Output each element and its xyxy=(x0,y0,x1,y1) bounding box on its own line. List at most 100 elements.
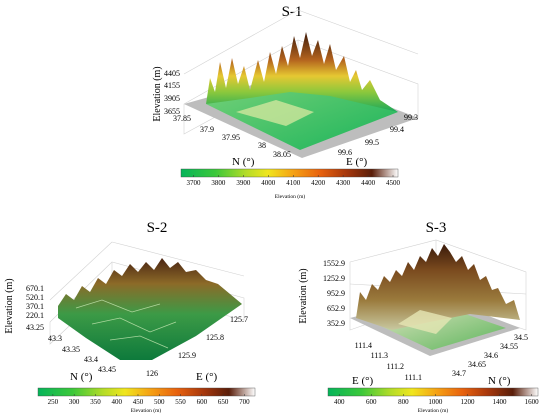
terrain-peaks xyxy=(356,244,520,330)
colorbar-tick-label: 650 xyxy=(218,398,229,406)
n-axis: 37.85 37.9 37.95 38 38.05 xyxy=(173,114,291,159)
n-axis: 34.5 34.55 34.6 34.65 34.7 xyxy=(452,333,528,378)
e-tick: 111.2 xyxy=(387,362,404,371)
e-axis-label: E (°) xyxy=(352,375,374,387)
colorbar-tick-label: 4400 xyxy=(361,179,376,187)
colorbar-tick-label: 600 xyxy=(366,398,377,406)
e-axis: 111.4 111.3 111.2 111.1 xyxy=(355,341,422,382)
z-tick: 370.1 xyxy=(26,302,44,311)
e-tick: 125.8 xyxy=(206,333,224,342)
e-tick: 99.5 xyxy=(365,138,379,147)
colorbar-label: Elevation (m) xyxy=(275,193,306,200)
panel-title: S-2 xyxy=(147,220,168,236)
colorbar-ticks: 250 300 350 400 450 500 550 600 650 700 xyxy=(48,394,250,406)
terrain-gorge xyxy=(398,310,452,334)
colorbar-tick-label: 1400 xyxy=(493,398,508,406)
z-axis: 670.1 520.1 370.1 220.1 xyxy=(26,284,44,320)
z-axis: 4405 4155 3905 3655 xyxy=(164,69,180,116)
n-tick: 38 xyxy=(258,141,266,150)
colorbar-tick-label: 350 xyxy=(90,398,101,406)
z-axis-label: Elevation (m) xyxy=(152,66,163,121)
e-axis-label: E (°) xyxy=(196,371,218,383)
n-tick: 43.3 xyxy=(48,334,62,343)
colorbar xyxy=(37,387,256,397)
colorbar-ticks: 400 600 800 1000 1200 1400 1600 xyxy=(334,394,539,406)
n-tick: 43.45 xyxy=(98,365,116,374)
e-tick: 111.1 xyxy=(405,373,422,382)
colorbar xyxy=(327,387,539,397)
n-tick: 37.95 xyxy=(222,133,240,142)
colorbar-tick-label: 550 xyxy=(175,398,186,406)
z-tick: 520.1 xyxy=(26,293,44,302)
colorbar-tick-label: 1000 xyxy=(428,398,443,406)
e-axis: 125.7 125.8 125.9 126 xyxy=(146,315,248,378)
e-tick: 126 xyxy=(146,369,158,378)
colorbar-tick-label: 800 xyxy=(398,398,409,406)
z-tick: 4155 xyxy=(164,81,180,90)
e-tick: 99.3 xyxy=(404,113,418,122)
z-axis-label: Elevation (m) xyxy=(4,278,15,333)
n-tick: 43.25 xyxy=(26,323,44,332)
z-tick: 952.9 xyxy=(327,289,345,298)
n-tick: 34.5 xyxy=(514,333,528,342)
colorbar-tick-label: 1600 xyxy=(525,398,540,406)
colorbar-tick-label: 4300 xyxy=(336,179,351,187)
colorbar-tick-label: 500 xyxy=(154,398,165,406)
e-tick: 99.4 xyxy=(390,125,404,134)
panel-s3: S-3 1552.9 1252.9 952.9 652.9 352.9 Elev… xyxy=(298,220,539,414)
colorbar-tick-label: 300 xyxy=(69,398,80,406)
z-tick: 3905 xyxy=(164,94,180,103)
colorbar-tick-label: 4100 xyxy=(286,179,301,187)
colorbar-tick-label: 3800 xyxy=(211,179,226,187)
e-tick: 99.6 xyxy=(338,148,352,157)
n-tick: 43.35 xyxy=(62,345,80,354)
z-tick: 4405 xyxy=(164,69,180,78)
z-tick: 670.1 xyxy=(26,284,44,293)
panel-title: S-3 xyxy=(426,220,447,236)
axis-box xyxy=(49,241,245,345)
z-tick: 3655 xyxy=(164,107,180,116)
e-tick: 125.9 xyxy=(178,351,196,360)
n-axis-label: N (°) xyxy=(70,371,93,383)
colorbar-tick-label: 450 xyxy=(133,398,144,406)
n-tick: 34.7 xyxy=(452,369,466,378)
colorbar-tick-label: 1200 xyxy=(460,398,475,406)
e-tick: 125.7 xyxy=(230,315,248,324)
colorbar-tick-label: 3900 xyxy=(236,179,251,187)
terrain-peaks xyxy=(206,32,398,112)
n-tick: 37.9 xyxy=(200,125,214,134)
n-tick: 43.4 xyxy=(84,355,98,364)
colorbar-tick-label: 600 xyxy=(197,398,208,406)
z-axis: 1552.9 1252.9 952.9 652.9 352.9 xyxy=(323,259,345,328)
e-axis: 99.3 99.4 99.5 99.6 xyxy=(338,113,418,157)
z-tick: 652.9 xyxy=(327,304,345,313)
n-tick: 34.55 xyxy=(500,342,518,351)
n-tick: 37.85 xyxy=(173,114,191,123)
e-tick: 111.3 xyxy=(371,351,388,360)
terrain-surface xyxy=(58,258,242,360)
colorbar-tick-label: 400 xyxy=(334,398,345,406)
z-tick: 1552.9 xyxy=(323,259,345,268)
panel-s2: S-2 670.1 520.1 370.1 220.1 Elevation (m… xyxy=(4,220,256,414)
e-tick: 111.4 xyxy=(355,341,372,350)
colorbar-tick-label: 250 xyxy=(48,398,59,406)
n-axis-label: N (°) xyxy=(488,375,511,387)
colorbar-tick-label: 4500 xyxy=(386,179,401,187)
terrain-ridges xyxy=(75,299,177,349)
n-tick: 34.65 xyxy=(468,360,486,369)
colorbar-label: Elevation (m) xyxy=(131,407,162,414)
z-axis-label: Elevation (m) xyxy=(298,268,309,323)
z-tick: 220.1 xyxy=(26,311,44,320)
colorbar-tick-label: 700 xyxy=(239,398,250,406)
terrain-valley xyxy=(236,100,314,126)
n-tick: 34.6 xyxy=(484,351,498,360)
colorbar-tick-label: 400 xyxy=(111,398,122,406)
e-axis-label: E (°) xyxy=(346,156,368,168)
z-tick: 352.9 xyxy=(327,319,345,328)
colorbar xyxy=(180,168,399,178)
colorbar-ticks: 3700 3800 3900 4000 4100 4200 4300 4400 4500 xyxy=(186,175,401,187)
n-tick: 38.05 xyxy=(273,150,291,159)
panel-s1: S-1 4405 4155 3905 3655 Elevation (m) 37… xyxy=(152,4,419,200)
colorbar-tick-label: 4200 xyxy=(311,179,326,187)
colorbar-label: Elevation (m) xyxy=(418,407,449,414)
